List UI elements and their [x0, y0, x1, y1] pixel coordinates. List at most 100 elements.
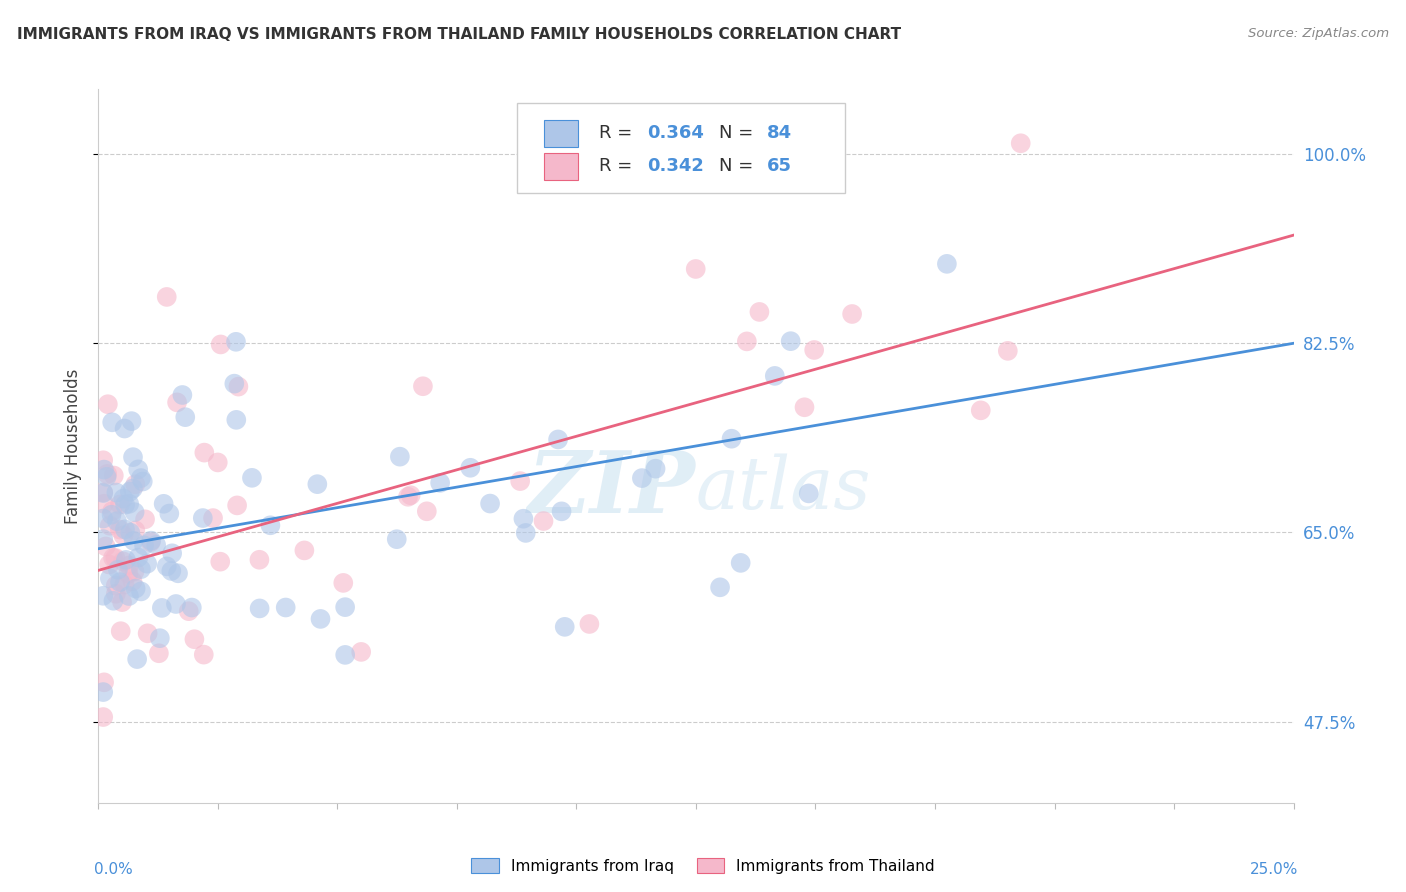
- Point: [533, 514, 555, 528]
- Text: N =: N =: [718, 124, 759, 143]
- Text: Source: ZipAtlas.com: Source: ZipAtlas.com: [1249, 27, 1389, 40]
- Point: [108, 523, 131, 537]
- FancyBboxPatch shape: [544, 153, 578, 179]
- Point: [350, 645, 373, 659]
- Point: [307, 477, 329, 491]
- Point: [970, 403, 993, 417]
- Point: [156, 290, 179, 304]
- Point: [547, 433, 569, 447]
- Point: [578, 617, 600, 632]
- Point: [335, 648, 357, 662]
- Text: N =: N =: [718, 157, 759, 175]
- Text: 84: 84: [766, 124, 792, 143]
- Point: [111, 595, 134, 609]
- Point: [209, 555, 232, 569]
- Point: [309, 612, 332, 626]
- Point: [112, 491, 135, 506]
- Text: R =: R =: [599, 157, 638, 175]
- Point: [644, 461, 666, 475]
- Point: [763, 368, 786, 383]
- Point: [112, 554, 135, 568]
- Point: [412, 379, 434, 393]
- Point: [139, 535, 162, 549]
- Point: [91, 589, 114, 603]
- Point: [121, 414, 143, 428]
- Point: [114, 577, 136, 591]
- Text: 0.364: 0.364: [647, 124, 704, 143]
- Point: [132, 538, 155, 552]
- Point: [172, 388, 194, 402]
- Point: [935, 257, 957, 271]
- Point: [94, 540, 117, 554]
- Point: [429, 475, 451, 490]
- Point: [127, 550, 149, 565]
- Point: [101, 550, 124, 565]
- Point: [136, 557, 159, 571]
- Point: [98, 558, 121, 572]
- Point: [193, 445, 215, 459]
- Point: [139, 533, 162, 548]
- Point: [148, 646, 170, 660]
- Point: [121, 574, 143, 589]
- Point: [104, 579, 127, 593]
- Point: [240, 471, 263, 485]
- Point: [225, 413, 247, 427]
- Point: [118, 484, 141, 499]
- Point: [103, 468, 125, 483]
- Point: [166, 395, 188, 409]
- Point: [124, 524, 146, 538]
- Point: [91, 511, 114, 525]
- Point: [207, 455, 229, 469]
- Point: [793, 401, 815, 415]
- Point: [202, 511, 225, 525]
- Point: [225, 334, 247, 349]
- Point: [228, 379, 250, 393]
- Point: [112, 528, 135, 542]
- Point: [100, 508, 122, 522]
- Point: [479, 497, 502, 511]
- Point: [93, 462, 115, 476]
- Point: [117, 566, 139, 581]
- Point: [709, 580, 731, 594]
- Point: [292, 543, 315, 558]
- Text: 65: 65: [766, 157, 792, 175]
- Point: [127, 652, 149, 666]
- Point: [122, 482, 145, 496]
- Text: 25.0%: 25.0%: [1250, 863, 1298, 877]
- Point: [114, 498, 136, 512]
- Point: [554, 620, 576, 634]
- Point: [129, 562, 152, 576]
- Point: [124, 582, 146, 596]
- Point: [129, 584, 152, 599]
- Point: [91, 486, 114, 500]
- Point: [122, 450, 145, 464]
- Point: [152, 497, 174, 511]
- Point: [249, 553, 271, 567]
- Point: [107, 563, 129, 577]
- Point: [124, 505, 146, 519]
- Point: [333, 600, 356, 615]
- Point: [120, 525, 142, 540]
- Point: [631, 471, 654, 485]
- Point: [149, 631, 172, 645]
- Point: [550, 504, 572, 518]
- Point: [98, 518, 121, 533]
- Point: [134, 512, 156, 526]
- Point: [129, 471, 152, 485]
- Point: [124, 565, 146, 579]
- Text: IMMIGRANTS FROM IRAQ VS IMMIGRANTS FROM THAILAND FAMILY HOUSEHOLDS CORRELATION C: IMMIGRANTS FROM IRAQ VS IMMIGRANTS FROM …: [17, 27, 901, 42]
- Point: [156, 559, 179, 574]
- Text: ZIP: ZIP: [529, 447, 696, 531]
- Point: [259, 518, 281, 533]
- Legend: Immigrants from Iraq, Immigrants from Thailand: Immigrants from Iraq, Immigrants from Th…: [465, 852, 941, 880]
- Point: [96, 467, 118, 481]
- Point: [114, 421, 136, 435]
- Point: [209, 337, 232, 351]
- Point: [685, 262, 707, 277]
- Point: [108, 498, 131, 512]
- Point: [91, 685, 114, 699]
- Point: [797, 486, 820, 500]
- Point: [160, 546, 183, 560]
- Point: [101, 415, 124, 429]
- Point: [122, 533, 145, 548]
